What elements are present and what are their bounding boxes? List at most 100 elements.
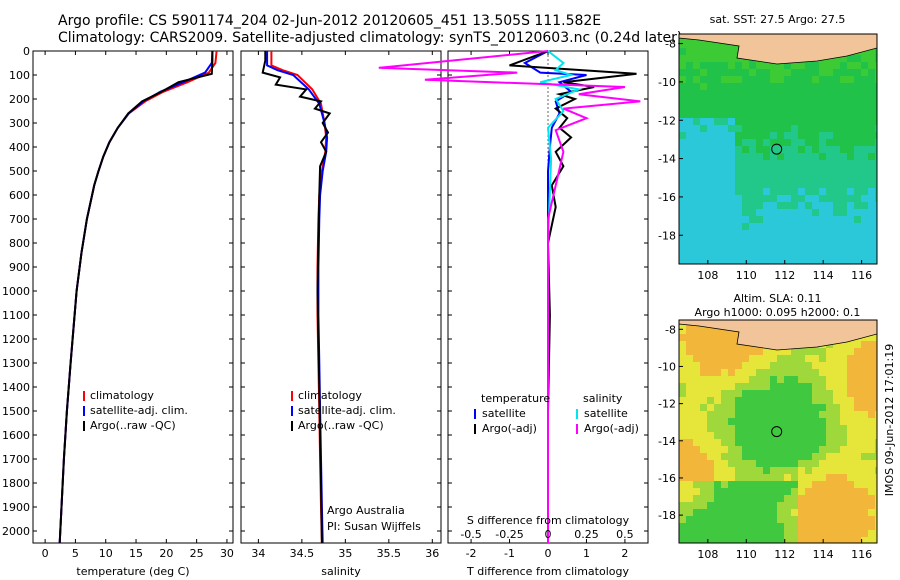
map-cell	[798, 439, 805, 446]
map-cell	[763, 69, 770, 76]
map-cell	[721, 83, 728, 90]
map-cell	[763, 439, 770, 446]
map-cell	[700, 327, 707, 334]
map-cell	[805, 474, 812, 481]
map-cell	[854, 432, 861, 439]
map-cell	[868, 132, 875, 139]
map-cell	[847, 139, 854, 146]
map-cell	[693, 488, 700, 495]
map-cell	[714, 223, 721, 230]
map-cell	[812, 181, 819, 188]
map-cell	[679, 341, 686, 348]
map-cell	[763, 209, 770, 216]
map-cell	[805, 223, 812, 230]
map-cell	[693, 481, 700, 488]
map-cell	[728, 418, 735, 425]
map-cell	[700, 90, 707, 97]
map-cell	[833, 446, 840, 453]
map-cell	[763, 244, 770, 251]
map-cell	[728, 195, 735, 202]
map-cell	[707, 362, 714, 369]
map-cell	[770, 90, 777, 97]
map-cell	[770, 376, 777, 383]
map-cell	[700, 355, 707, 362]
map-cell	[777, 355, 784, 362]
map-cell	[777, 453, 784, 460]
map-cell	[707, 348, 714, 355]
map-cell	[840, 111, 847, 118]
map-cell	[770, 474, 777, 481]
map-cell	[875, 62, 877, 69]
map-cell	[777, 495, 784, 502]
map-cell	[714, 348, 721, 355]
map-cell	[707, 530, 714, 537]
map-cell	[840, 251, 847, 258]
map-cell	[679, 167, 686, 174]
map-cell	[770, 230, 777, 237]
map-cell	[756, 188, 763, 195]
map-cell	[777, 474, 784, 481]
map-cell	[735, 523, 742, 530]
map-cell	[875, 481, 877, 488]
map-cell	[749, 411, 756, 418]
x-tick-label: 2	[621, 547, 628, 560]
map-cell	[868, 411, 875, 418]
map-cell	[833, 362, 840, 369]
map-cell	[805, 251, 812, 258]
map-cell	[805, 111, 812, 118]
map-cell	[791, 446, 798, 453]
map-cell	[686, 153, 693, 160]
map-cell	[700, 97, 707, 104]
map-cell	[707, 334, 714, 341]
map-cell	[735, 237, 742, 244]
map-cell	[749, 481, 756, 488]
map-cell	[826, 523, 833, 530]
map-cell	[721, 251, 728, 258]
map-cell	[826, 362, 833, 369]
map-cell	[728, 139, 735, 146]
map-cell	[826, 509, 833, 516]
map-cell	[756, 104, 763, 111]
map-cell	[728, 202, 735, 209]
map-cell	[742, 502, 749, 509]
map-cell	[742, 125, 749, 132]
map-cell	[791, 369, 798, 376]
map-cell	[826, 453, 833, 460]
map-cell	[693, 509, 700, 516]
map-cell	[735, 104, 742, 111]
map-cell	[812, 69, 819, 76]
map-cell	[868, 181, 875, 188]
map-cell	[721, 111, 728, 118]
map-cell	[805, 76, 812, 83]
map-cell	[819, 432, 826, 439]
map-cell	[686, 258, 693, 264]
map-cell	[679, 516, 686, 523]
map-cell	[770, 488, 777, 495]
map-cell	[735, 446, 742, 453]
map-cell	[763, 530, 770, 537]
map-cell	[728, 355, 735, 362]
map-cell	[805, 97, 812, 104]
map-cell	[805, 467, 812, 474]
map-cell	[798, 383, 805, 390]
map-cell	[686, 97, 693, 104]
map-cell	[742, 153, 749, 160]
map-cell	[819, 83, 826, 90]
map-cell	[756, 376, 763, 383]
map-cell	[770, 209, 777, 216]
map-cell	[714, 474, 721, 481]
map-cell	[868, 397, 875, 404]
map-cell	[707, 411, 714, 418]
map-cell	[847, 62, 854, 69]
map-cell	[707, 181, 714, 188]
map-cell	[791, 467, 798, 474]
map-cell	[693, 76, 700, 83]
map-cell	[693, 362, 700, 369]
map-cell	[784, 362, 791, 369]
map-cell	[840, 383, 847, 390]
map-cell	[791, 488, 798, 495]
map-cell	[854, 167, 861, 174]
map-cell	[679, 383, 686, 390]
map-cell	[833, 425, 840, 432]
map-cell	[875, 97, 877, 104]
